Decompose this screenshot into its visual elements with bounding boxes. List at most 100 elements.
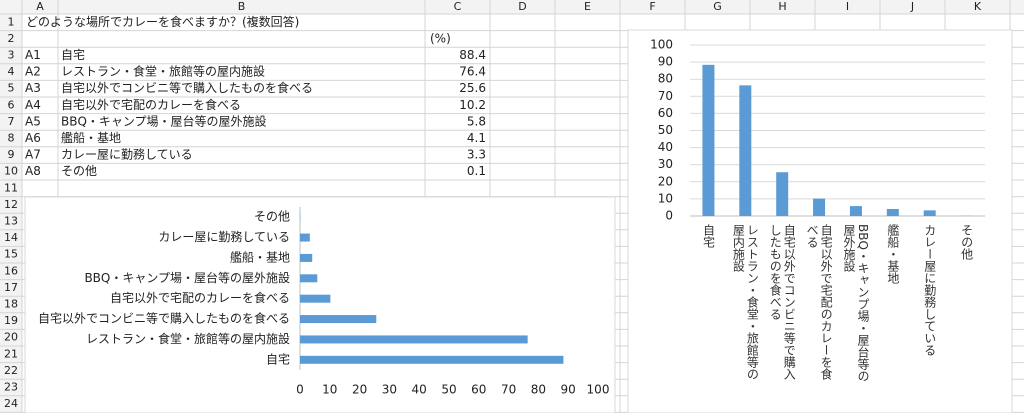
cell-value: 88.4 (459, 48, 486, 62)
row-header: 3 (8, 49, 15, 62)
y-tick-label: 40 (658, 140, 673, 154)
bar (300, 233, 310, 242)
row-header: 7 (8, 115, 15, 128)
row-header: 13 (4, 215, 18, 228)
cell-label: BBQ・キャンプ場・屋台等の屋外施設 (61, 113, 267, 128)
column-header: F (649, 0, 655, 13)
row-header: 4 (8, 65, 15, 78)
column-header: B (238, 0, 246, 13)
category-label-box: BBQ・キャンプ場・屋台等の屋外施設 (836, 224, 876, 389)
category-label-box: 艦船・基地 (873, 224, 913, 389)
row-header: 2 (8, 32, 15, 45)
cell-label: 艦船・基地 (61, 131, 121, 145)
category-label-box: 自宅以外で宅配のカレーを食べる (799, 224, 839, 389)
row-header: 19 (4, 314, 18, 327)
category-label-box: レストラン・食堂・旅館等の屋内施設 (725, 224, 765, 389)
y-tick-label: 90 (658, 55, 673, 69)
row-header: 14 (4, 231, 18, 244)
bar (849, 206, 862, 216)
category-label: レストラン・食堂・旅館等の屋内施設 (731, 224, 760, 380)
cell-id: A8 (25, 164, 41, 178)
bar (886, 208, 899, 216)
bar (300, 315, 377, 324)
bar (702, 64, 715, 216)
row-header: 11 (4, 181, 18, 194)
cell-value: 4.1 (467, 131, 486, 145)
bar (739, 85, 752, 216)
x-tick-label: 0 (296, 383, 304, 397)
x-tick-label: 60 (471, 383, 486, 397)
column-header: C (454, 0, 462, 13)
y-tick-label: 100 (650, 38, 673, 52)
x-tick-label: 100 (587, 383, 610, 397)
cell-value: 76.4 (459, 65, 486, 79)
chart-area (24, 196, 616, 413)
bar (923, 210, 936, 216)
category-label-box: カレー屋に勤務している (910, 224, 950, 389)
cell-id: A7 (25, 148, 41, 162)
cell-id: A4 (25, 98, 41, 112)
y-tick-label: 70 (658, 89, 673, 103)
category-label: 自宅 (701, 224, 716, 248)
y-tick-label: 80 (658, 72, 673, 86)
y-tick-label: 30 (658, 157, 673, 171)
bar (813, 198, 826, 216)
column-header: D (518, 0, 526, 13)
x-tick-label: 20 (352, 383, 367, 397)
row-header: 22 (4, 364, 18, 377)
cell-id: A3 (25, 81, 41, 95)
row-header: 6 (8, 98, 15, 111)
cell-title: どのような場所でカレーを食べますか？(複数回答) (26, 14, 299, 29)
row-header: 15 (4, 248, 18, 261)
row-header: 8 (8, 132, 15, 145)
row-header: 10 (4, 165, 18, 178)
category-label: 自宅以外でコンビニ等で購入したものを食べる (768, 224, 797, 380)
row-header-bar (0, 0, 22, 413)
cell-value: 0.1 (467, 164, 486, 178)
bar (300, 335, 528, 344)
cell-id: A5 (25, 114, 41, 128)
bar (776, 172, 789, 216)
column-header-bar (0, 0, 1024, 14)
x-tick-label: 50 (441, 383, 456, 397)
category-label: レストラン・食堂・旅館等の屋内施設 (86, 331, 290, 346)
category-label: 艦船・基地 (885, 224, 900, 284)
cell-value: 10.2 (459, 98, 486, 112)
row-header: 20 (4, 331, 18, 344)
column-header: E (584, 0, 591, 13)
category-label: BBQ・キャンプ場・屋台等の屋外施設 (841, 224, 870, 382)
row-header: 18 (4, 298, 18, 311)
bar (300, 274, 318, 283)
row-header: 16 (4, 264, 18, 277)
chart-area (627, 29, 1013, 413)
row-header: 5 (8, 82, 15, 95)
column-header: K (974, 0, 982, 13)
x-tick-label: 80 (531, 383, 546, 397)
row-header: 23 (4, 381, 18, 394)
category-label: カレー屋に勤務している (922, 224, 937, 356)
x-tick-label: 40 (412, 383, 427, 397)
bar (300, 253, 313, 262)
cell-label: その他 (61, 164, 97, 178)
category-label: その他 (254, 210, 290, 224)
row-header: 24 (4, 397, 18, 410)
column-header: J (910, 0, 914, 13)
cell-value: 25.6 (459, 81, 486, 95)
y-tick-label: 50 (658, 123, 673, 137)
category-label: 自宅以外でコンビニ等で購入したものを食べる (38, 311, 290, 326)
y-tick-label: 0 (665, 209, 673, 223)
y-tick-label: 60 (658, 106, 673, 120)
category-label: 自宅以外で宅配のカレーを食べる (805, 224, 834, 380)
category-label: 自宅以外で宅配のカレーを食べる (110, 290, 290, 305)
category-label: 自宅 (266, 351, 290, 366)
x-tick-label: 30 (382, 383, 397, 397)
category-label-box: 自宅 (688, 224, 728, 389)
category-label-box: その他 (947, 224, 987, 389)
cell-id: A2 (25, 65, 41, 79)
category-label: カレー屋に勤務している (158, 230, 290, 244)
cell-label: レストラン・食堂・旅館等の屋内施設 (61, 64, 265, 79)
category-label: その他 (959, 224, 974, 260)
cell-id: A6 (25, 131, 41, 145)
